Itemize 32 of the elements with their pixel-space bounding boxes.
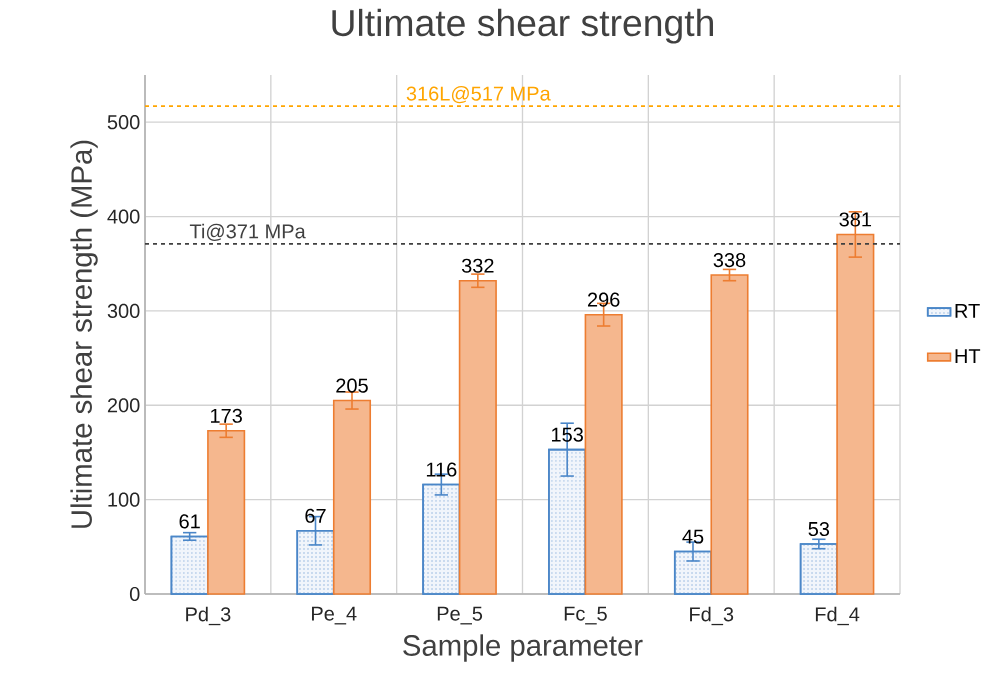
x-tick-label: Pe_4 [312,606,357,625]
data-label: 61 [179,514,200,529]
x-tick-label: Fd_4 [815,606,860,626]
data-label: 296 [587,292,620,307]
y-tick-label: 300 [107,303,140,318]
x-tick-label: Pe_5 [437,606,483,625]
y-tick-label: 200 [107,398,140,413]
data-label: 53 [808,521,830,537]
data-label: 205 [336,378,368,393]
x-tick-label: Fd_3 [690,606,734,626]
y-axis-title: Ultimate shear strength (MPa) [70,140,98,528]
ref-line-label: Ti@371 MPa [189,223,306,241]
bar [710,274,749,595]
chart-title: Ultimate shear strength [332,8,713,44]
data-label: 116 [426,462,457,477]
y-tick-label: 100 [108,492,140,507]
y-tick-label: 0 [129,586,140,602]
ref-line-label: 316L@517 MPa [406,85,551,104]
data-label: 338 [713,252,746,268]
legend-label: RT [955,304,980,318]
y-tick-label: 400 [107,209,140,224]
y-tick-label: 500 [107,115,140,130]
x-axis-title: Sample parameter [403,634,643,662]
bar [207,429,246,595]
data-label: 173 [211,408,242,423]
bar [836,233,875,595]
x-tick-label: Pd_3 [186,606,231,626]
x-tick-label: Fc_5 [564,606,607,625]
data-label: 332 [461,258,494,273]
data-label: 45 [682,529,704,544]
legend-label: HT [955,349,981,363]
bar [458,279,497,595]
